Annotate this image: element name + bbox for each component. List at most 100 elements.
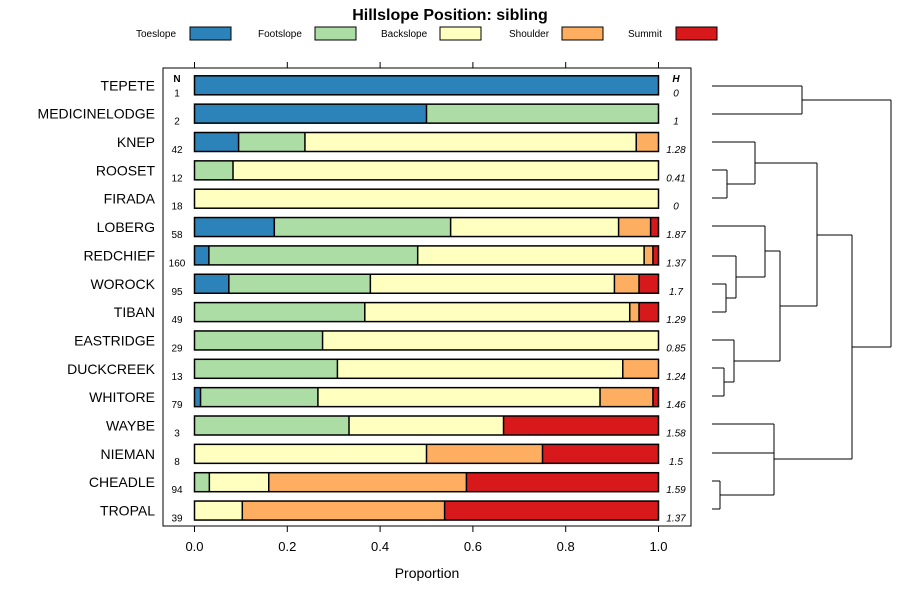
category-label: TIBAN	[114, 304, 155, 320]
h-value: 0.85	[666, 343, 686, 354]
bar-outline	[193, 103, 660, 124]
h-value: 1.37	[666, 258, 686, 269]
category-label: FIRADA	[104, 191, 156, 207]
bar-outline	[193, 500, 660, 521]
legend-swatch-summit	[675, 26, 718, 41]
n-value: 1	[174, 88, 180, 99]
x-axis: 0.0 0.2 0.4 0.6 0.8 1.0	[185, 526, 668, 554]
bar-segment-backslope	[194, 189, 659, 209]
n-value: 2	[174, 117, 180, 128]
legend-label-backslope: Backslope	[381, 29, 428, 40]
bar-segment-shoulder	[622, 359, 659, 379]
bar-segment-footslope	[194, 472, 210, 492]
n-value: 58	[171, 230, 183, 241]
bar-segment-shoulder	[636, 132, 659, 152]
n-value: 160	[169, 258, 186, 269]
n-header: N	[173, 74, 180, 85]
bar-segment-summit	[444, 501, 659, 521]
bar-segment-footslope	[194, 359, 338, 379]
legend-label-footslope: Footslope	[258, 29, 302, 40]
bar-outline	[193, 443, 660, 465]
chart-title: Hillslope Position: sibling	[352, 7, 548, 24]
x-tick-label: 0.2	[278, 539, 296, 554]
bar-segment-backslope	[322, 330, 659, 350]
bar-segment-shoulder	[268, 472, 467, 492]
bar-segment-summit	[652, 387, 659, 407]
bar-segment-footslope	[208, 245, 418, 265]
bar-segment-backslope	[370, 274, 615, 294]
n-value: 49	[171, 315, 183, 326]
bar-segment-footslope	[194, 302, 365, 322]
n-value: 39	[171, 514, 183, 525]
legend-swatch-shoulder	[561, 26, 604, 41]
h-header: H	[672, 74, 680, 85]
legend-label-summit: Summit	[628, 29, 662, 40]
x-axis-label: Proportion	[395, 565, 460, 581]
bar-segment-toeslope	[194, 274, 229, 294]
category-label: EASTRIDGE	[74, 332, 155, 348]
h-value: 1.37	[666, 514, 686, 525]
bar-segment-footslope	[228, 274, 371, 294]
bar-segment-shoulder	[426, 444, 543, 464]
h-value: 1.58	[666, 429, 686, 440]
h-value: 1.24	[666, 372, 686, 383]
n-value: 12	[171, 173, 183, 184]
bar-outline	[193, 160, 660, 181]
plot-frame	[162, 67, 692, 527]
n-value: 42	[171, 145, 183, 156]
h-value: 1.29	[666, 315, 686, 326]
h-value: 1.59	[666, 485, 686, 496]
n-value: 18	[171, 202, 183, 213]
legend-swatch-backslope	[439, 26, 482, 41]
category-label: ROOSET	[96, 162, 156, 178]
bar-segment-backslope	[194, 444, 427, 464]
category-label: NIEMAN	[101, 446, 155, 462]
legend-label-shoulder: Shoulder	[509, 29, 550, 40]
n-value: 29	[171, 343, 183, 354]
x-tick-label: 0.6	[464, 539, 482, 554]
bar-segment-footslope	[238, 132, 305, 152]
bar-segment-summit	[652, 245, 659, 265]
category-labels: TEPETE MEDICINELODGE KNEP ROOSET FIRADA LOBER…	[38, 77, 156, 518]
bar-segment-footslope	[194, 330, 323, 350]
bar-segment-footslope	[274, 217, 451, 237]
h-labels: 0 1 1.28 0.41 0 1.87 1.37 1.7 1.29 0.85 1.24 1.46 1.…	[666, 88, 686, 524]
bar-segment-shoulder	[644, 245, 653, 265]
bar-outline	[193, 415, 660, 436]
bar-segment-toeslope	[194, 104, 427, 124]
n-value: 3	[174, 429, 180, 440]
h-value: 0.41	[666, 173, 685, 184]
bar-segment-backslope	[194, 501, 243, 521]
n-value: 94	[171, 485, 183, 496]
bar-segment-backslope	[317, 387, 601, 407]
bar-segment-footslope	[200, 387, 318, 407]
bar-segment-backslope	[349, 416, 504, 435]
bar-outline	[193, 216, 660, 238]
bar-segment-shoulder	[629, 302, 640, 322]
category-label: REDCHIEF	[83, 247, 155, 263]
x-tick-label: 0.0	[185, 539, 203, 554]
category-label: TEPETE	[101, 77, 155, 93]
bar-segment-summit	[503, 416, 659, 435]
h-value: 0	[673, 88, 679, 99]
bar-segment-toeslope	[194, 75, 659, 95]
h-value: 1.87	[666, 230, 686, 241]
bar-segment-shoulder	[614, 274, 640, 294]
h-value: 1	[673, 117, 679, 128]
n-value: 95	[171, 287, 183, 298]
bar-segment-summit	[639, 274, 659, 294]
bar-outline	[193, 471, 660, 493]
bar-outline	[193, 358, 660, 380]
bar-segment-summit	[650, 217, 659, 237]
bar-segment-backslope	[209, 472, 269, 492]
bar-segment-backslope	[417, 245, 645, 265]
bar-outline	[193, 273, 660, 294]
bars	[193, 75, 660, 521]
bar-outline	[193, 131, 660, 153]
n-value: 8	[174, 457, 180, 468]
bar-outline	[193, 188, 660, 209]
h-value: 1.5	[669, 457, 683, 468]
bar-segment-summit	[639, 302, 659, 322]
bar-segment-backslope	[364, 302, 630, 322]
